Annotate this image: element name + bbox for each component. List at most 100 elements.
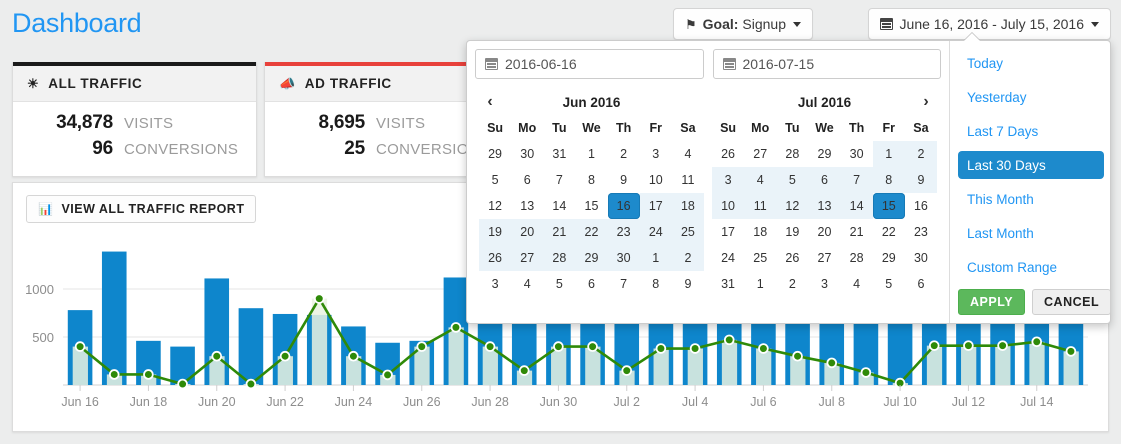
calendar-day[interactable]: 11 xyxy=(744,193,777,219)
calendar-day[interactable]: 12 xyxy=(488,199,503,213)
calendar-day[interactable]: 15 xyxy=(584,199,599,213)
range-item-custom-range[interactable]: Custom Range xyxy=(958,253,1104,281)
calendar-day[interactable]: 11 xyxy=(681,173,695,187)
calendar-day[interactable]: 26 xyxy=(785,251,800,265)
calendar-day[interactable]: 30 xyxy=(849,147,864,161)
calendar-day[interactable]: 21 xyxy=(849,225,864,239)
calendar-day[interactable]: 16 xyxy=(913,199,928,213)
calendar-day[interactable]: 3 xyxy=(712,167,745,193)
calendar-day[interactable]: 24 xyxy=(721,251,736,265)
calendar-day[interactable]: 6 xyxy=(917,277,925,291)
calendar-day[interactable]: 1 xyxy=(639,245,672,271)
calendar-day[interactable]: 14 xyxy=(552,199,567,213)
calendar-day[interactable]: 21 xyxy=(543,219,576,245)
calendar-day[interactable]: 25 xyxy=(671,219,704,245)
calendar-day[interactable]: 5 xyxy=(885,277,893,291)
calendar-day-selected[interactable]: 15 xyxy=(872,193,905,219)
calendar-day[interactable]: 13 xyxy=(520,199,535,213)
calendar-day[interactable]: 9 xyxy=(904,167,937,193)
calendar-day[interactable]: 6 xyxy=(808,167,841,193)
start-date-input[interactable]: 2016-06-16 xyxy=(475,49,704,79)
calendar-day[interactable]: 3 xyxy=(491,277,499,291)
calendar-day[interactable]: 9 xyxy=(684,277,692,291)
cancel-button[interactable]: CANCEL xyxy=(1032,289,1112,315)
calendar-day[interactable]: 29 xyxy=(488,147,503,161)
calendar-day[interactable]: 28 xyxy=(785,147,800,161)
calendar-day[interactable]: 10 xyxy=(712,193,745,219)
calendar-day[interactable]: 30 xyxy=(520,147,535,161)
calendar-day[interactable]: 19 xyxy=(479,219,512,245)
calendar-day[interactable]: 27 xyxy=(753,147,768,161)
calendar-day[interactable]: 4 xyxy=(853,277,861,291)
calendar-day[interactable]: 31 xyxy=(721,277,736,291)
calendar-day[interactable]: 27 xyxy=(817,251,832,265)
calendar-day[interactable]: 26 xyxy=(721,147,736,161)
range-item-today[interactable]: Today xyxy=(958,49,1104,77)
calendar-day[interactable]: 2 xyxy=(620,147,628,161)
calendar-day[interactable]: 28 xyxy=(849,251,864,265)
view-all-traffic-report-button[interactable]: 📊 VIEW ALL TRAFFIC REPORT xyxy=(26,195,257,223)
next-month-button[interactable]: › xyxy=(923,93,929,110)
calendar-day[interactable]: 17 xyxy=(639,193,672,219)
calendar-day[interactable]: 29 xyxy=(817,147,832,161)
calendar-day[interactable]: 29 xyxy=(881,251,896,265)
calendar-day[interactable]: 4 xyxy=(523,277,531,291)
calendar-day[interactable]: 8 xyxy=(872,167,905,193)
calendar-day[interactable]: 18 xyxy=(753,225,768,239)
calendar-day[interactable]: 8 xyxy=(588,173,595,187)
calendar-day[interactable]: 2 xyxy=(788,277,796,291)
calendar-day[interactable]: 20 xyxy=(817,225,832,239)
calendar-day[interactable]: 4 xyxy=(684,147,692,161)
calendar-day[interactable]: 5 xyxy=(776,167,809,193)
end-date-input[interactable]: 2016-07-15 xyxy=(712,49,941,79)
calendar-day[interactable]: 2 xyxy=(671,245,704,271)
calendar-day[interactable]: 24 xyxy=(639,219,672,245)
calendar-day[interactable]: 23 xyxy=(607,219,640,245)
calendar-day[interactable]: 28 xyxy=(543,245,576,271)
calendar-day[interactable]: 7 xyxy=(555,173,563,187)
calendar-day[interactable]: 9 xyxy=(620,173,628,187)
apply-button[interactable]: APPLY xyxy=(958,289,1026,315)
calendar-day[interactable]: 1 xyxy=(872,141,905,167)
calendar-day[interactable]: 23 xyxy=(913,225,928,239)
calendar-day[interactable]: 4 xyxy=(744,167,777,193)
calendar-day[interactable]: 22 xyxy=(575,219,608,245)
range-item-yesterday[interactable]: Yesterday xyxy=(958,83,1104,111)
calendar-day[interactable]: 19 xyxy=(785,225,800,239)
calendar-day[interactable]: 1 xyxy=(588,147,595,161)
calendar-day[interactable]: 2 xyxy=(904,141,937,167)
daterange-button[interactable]: June 16, 2016 - July 15, 2016 xyxy=(867,8,1111,40)
calendar-day[interactable]: 17 xyxy=(721,225,736,239)
calendar-day[interactable]: 10 xyxy=(648,173,663,187)
calendar-day[interactable]: 6 xyxy=(523,173,531,187)
calendar-day-selected[interactable]: 16 xyxy=(607,193,640,219)
calendar-day[interactable]: 7 xyxy=(620,277,628,291)
calendar-day[interactable]: 31 xyxy=(552,147,567,161)
calendar-day[interactable]: 25 xyxy=(753,251,768,265)
calendar-day[interactable]: 13 xyxy=(808,193,841,219)
range-item-last-month[interactable]: Last Month xyxy=(958,219,1104,247)
calendar-day[interactable]: 7 xyxy=(840,167,873,193)
calendar-day[interactable]: 30 xyxy=(607,245,640,271)
calendar-day[interactable]: 3 xyxy=(652,147,660,161)
calendar-day[interactable]: 22 xyxy=(881,225,896,239)
calendar-day[interactable]: 27 xyxy=(511,245,544,271)
calendar-day[interactable]: 6 xyxy=(588,277,595,291)
calendar-day[interactable]: 14 xyxy=(840,193,873,219)
calendar-day[interactable]: 5 xyxy=(555,277,563,291)
prev-month-button[interactable]: ‹ xyxy=(487,93,493,110)
calendar-day[interactable]: 3 xyxy=(821,277,828,291)
calendar-day[interactable]: 1 xyxy=(756,277,764,291)
calendar-day[interactable]: 12 xyxy=(776,193,809,219)
range-item-last-7-days[interactable]: Last 7 Days xyxy=(958,117,1104,145)
calendar-day[interactable]: 8 xyxy=(652,277,660,291)
range-item-last-30-days[interactable]: Last 30 Days xyxy=(958,151,1104,179)
calendar-day[interactable]: 26 xyxy=(479,245,512,271)
range-item-this-month[interactable]: This Month xyxy=(958,185,1104,213)
calendar-day[interactable]: 5 xyxy=(491,173,499,187)
calendar-day[interactable]: 20 xyxy=(511,219,544,245)
calendar-day[interactable]: 30 xyxy=(913,251,928,265)
calendar-day[interactable]: 29 xyxy=(575,245,608,271)
goal-button[interactable]: ⚑ Goal: Signup xyxy=(672,8,813,40)
calendar-day[interactable]: 18 xyxy=(671,193,704,219)
